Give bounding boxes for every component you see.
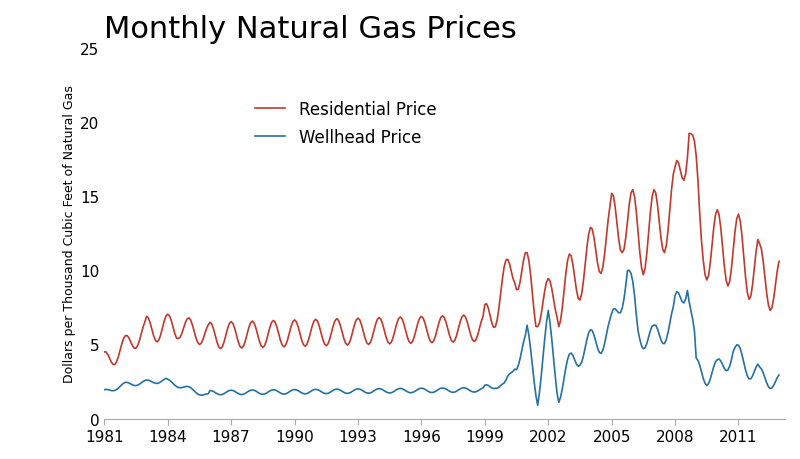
Line: Residential Price: Residential Price [104, 134, 779, 365]
Y-axis label: Dollars per Thousand Cubic Feet of Natural Gas: Dollars per Thousand Cubic Feet of Natur… [63, 85, 76, 382]
Wellhead Price [774, 372, 784, 378]
Residential Price [773, 269, 782, 274]
Residential Price [146, 320, 155, 326]
Wellhead Price [773, 375, 782, 381]
Line: Wellhead Price: Wellhead Price [104, 271, 779, 405]
Residential Price [582, 244, 592, 250]
Wellhead Price [446, 389, 456, 395]
Wellhead Price [582, 336, 592, 342]
Residential Price [774, 259, 784, 264]
Wellhead Price [533, 403, 542, 408]
Residential Price [124, 336, 134, 341]
Residential Price [448, 340, 458, 345]
Wellhead Price [99, 387, 109, 392]
Wellhead Price [122, 380, 132, 385]
Residential Price [110, 362, 120, 368]
Residential Price [99, 349, 109, 355]
Wellhead Price [625, 268, 634, 274]
Legend: Residential Price, Wellhead Price: Residential Price, Wellhead Price [249, 94, 443, 153]
Residential Price [684, 131, 694, 137]
Text: Monthly Natural Gas Prices: Monthly Natural Gas Prices [104, 15, 517, 44]
Residential Price [682, 156, 692, 162]
Wellhead Price [143, 378, 153, 383]
Wellhead Price [684, 300, 694, 305]
